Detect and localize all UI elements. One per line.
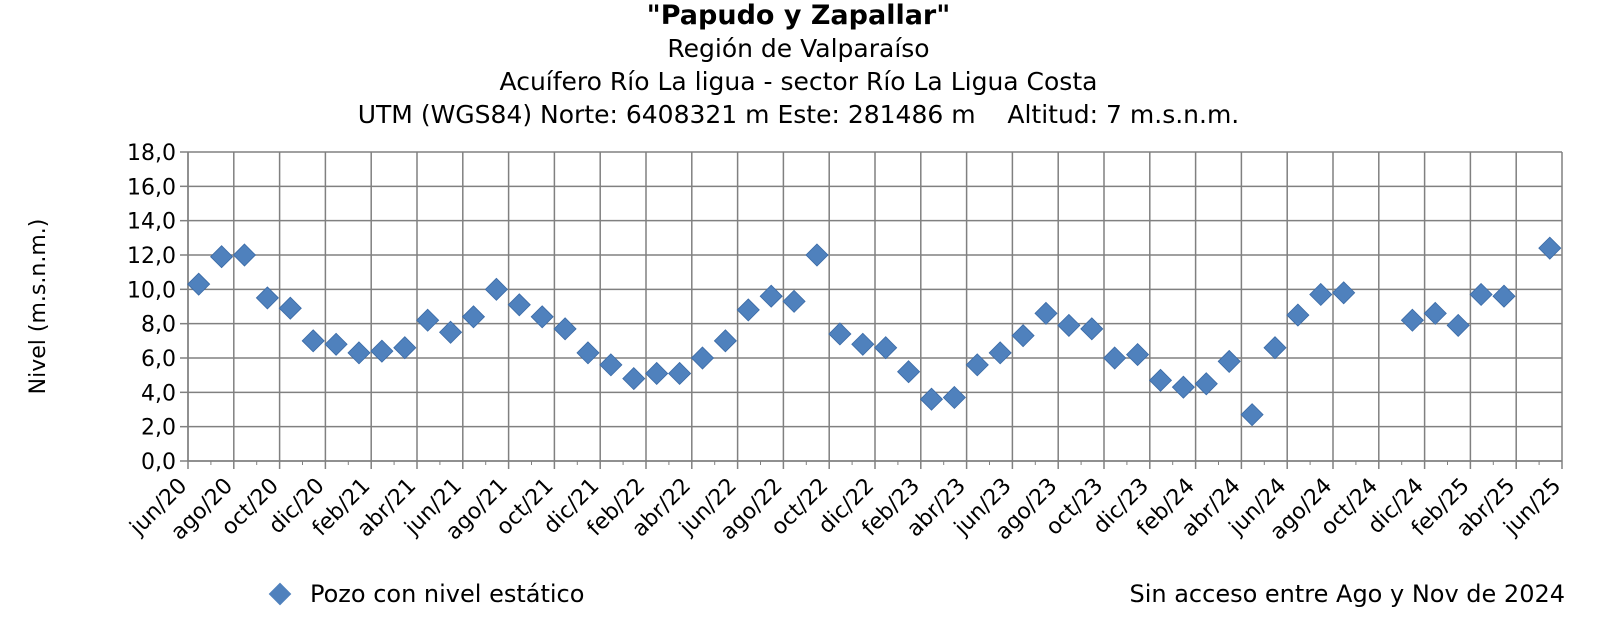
- diamond-marker-icon: [268, 582, 292, 606]
- data-point: [1469, 282, 1493, 307]
- data-point: [553, 317, 577, 341]
- data-point: [1423, 301, 1447, 325]
- data-point: [1057, 313, 1081, 337]
- data-point: [713, 329, 737, 353]
- data-point: [484, 277, 508, 301]
- data-point: [690, 346, 715, 370]
- data-point: [530, 305, 554, 329]
- y-tick-label: 2,0: [141, 416, 176, 441]
- data-point: [370, 339, 394, 363]
- data-point: [301, 329, 325, 353]
- y-tick-label: 0,0: [141, 450, 176, 475]
- y-tick-label: 10,0: [127, 278, 176, 303]
- data-point: [416, 308, 440, 332]
- chart-note: Sin acceso entre Ago y Nov de 2024: [1129, 580, 1565, 608]
- data-point: [851, 332, 875, 356]
- data-point: [759, 284, 783, 308]
- data-point: [1263, 336, 1287, 360]
- data-point: [919, 387, 944, 411]
- legend-label: Pozo con nivel estático: [310, 580, 585, 608]
- data-point: [1538, 236, 1562, 260]
- data-point: [897, 360, 921, 384]
- data-point: [1286, 303, 1310, 327]
- data-point: [668, 361, 692, 386]
- y-tick-label: 16,0: [127, 175, 176, 200]
- data-point: [1171, 375, 1195, 399]
- y-tick-label: 12,0: [127, 244, 176, 269]
- data-point: [255, 286, 279, 310]
- data-point: [805, 243, 829, 267]
- chart-legend: Pozo con nivel estático: [268, 580, 585, 608]
- data-point: [1240, 403, 1264, 427]
- y-tick-label: 14,0: [127, 210, 176, 235]
- data-point: [1011, 324, 1035, 348]
- data-point: [278, 296, 302, 320]
- data-point: [1194, 372, 1218, 396]
- data-point: [828, 322, 852, 346]
- data-point: [1217, 349, 1241, 373]
- data-point: [507, 293, 531, 317]
- data-point: [210, 245, 234, 269]
- y-tick-label: 18,0: [127, 141, 176, 166]
- data-point: [187, 272, 211, 296]
- data-point: [599, 353, 623, 377]
- data-point: [324, 332, 348, 356]
- data-point: [736, 298, 760, 322]
- y-tick-label: 4,0: [141, 381, 176, 406]
- data-point: [1080, 317, 1104, 341]
- chart-subtitle-coordinates: UTM (WGS84) Norte: 6408321 m Este: 28148…: [357, 100, 1240, 129]
- data-point: [1332, 281, 1356, 305]
- data-point: [1400, 308, 1424, 332]
- data-point: [1446, 313, 1470, 337]
- chart-canvas: 0,02,04,06,08,010,012,014,016,018,0jun/2…: [26, 141, 1566, 545]
- data-point: [461, 305, 486, 329]
- data-point: [942, 385, 966, 410]
- chart-subtitle-region: Región de Valparaíso: [667, 34, 930, 63]
- data-point: [439, 320, 463, 344]
- data-point: [393, 336, 417, 360]
- data-point: [1126, 343, 1150, 367]
- data-point: [1492, 284, 1516, 308]
- data-point: [1309, 282, 1333, 307]
- data-point: [622, 367, 646, 391]
- data-point: [645, 361, 669, 386]
- data-point: [232, 243, 257, 267]
- data-point: [1148, 368, 1173, 392]
- data-point: [347, 341, 371, 365]
- y-tick-label: 8,0: [141, 313, 176, 338]
- y-tick-label: 6,0: [141, 347, 176, 372]
- data-point: [782, 289, 806, 313]
- data-point: [988, 341, 1012, 365]
- chart-title: "Papudo y Zapallar": [646, 0, 951, 31]
- data-point: [576, 341, 600, 365]
- chart-subtitle-aquifer: Acuífero Río La ligua - sector Río La Li…: [499, 67, 1098, 96]
- chart-titles: "Papudo y Zapallar" Región de Valparaíso…: [0, 0, 1597, 131]
- data-point: [874, 336, 898, 360]
- y-axis-title: Nivel (m.s.n.m.): [26, 219, 51, 395]
- data-point: [1103, 346, 1127, 370]
- data-point: [1034, 301, 1058, 325]
- data-point: [965, 353, 989, 377]
